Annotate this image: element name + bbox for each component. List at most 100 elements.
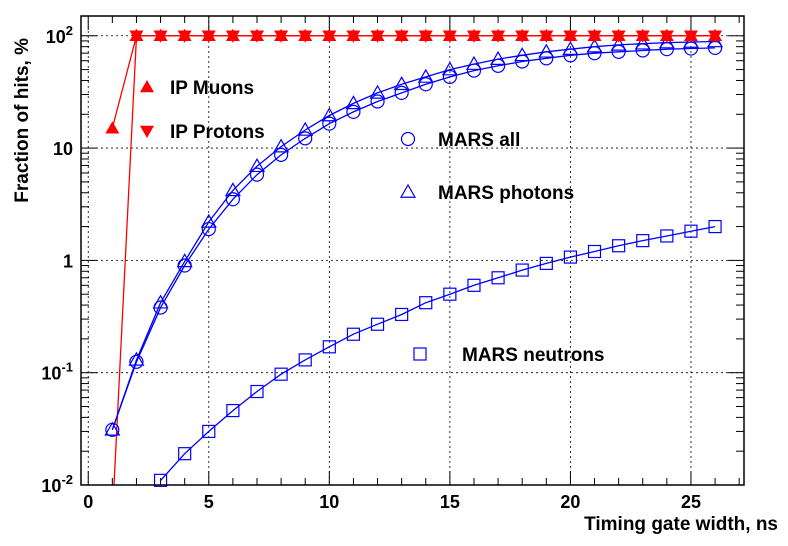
- marker-ip-protons: [346, 30, 361, 43]
- marker-mars-all: [201, 221, 216, 237]
- legend-label-mars-neutrons: MARS neutrons: [462, 345, 605, 366]
- marker-ip-protons: [129, 30, 144, 43]
- legend-label-ip-protons: IP Protons: [170, 122, 265, 143]
- marker-mars-neutrons: [202, 424, 216, 439]
- marker-mars-photons: [417, 68, 434, 83]
- legend: IP Muons IP Protons MARS all MARS photons MA…: [140, 78, 605, 366]
- marker-mars-all: [442, 69, 457, 85]
- marker-mars-photons: [128, 351, 145, 366]
- marker-mars-photons: [610, 36, 627, 51]
- marker-ip-protons: [466, 30, 481, 43]
- marker-ip-muons: [105, 121, 120, 134]
- marker-mars-neutrons: [467, 278, 481, 292]
- marker-mars-all: [539, 51, 554, 66]
- marker-mars-photons: [562, 40, 579, 56]
- plot-frame: [80, 15, 745, 486]
- marker-mars-photons: [273, 138, 290, 153]
- legend-marker-mars-all: [400, 131, 416, 147]
- marker-mars-all: [418, 77, 433, 92]
- fit-curves: [111, 35, 716, 485]
- marker-ip-protons: [539, 30, 554, 43]
- marker-ip-protons: [177, 30, 192, 43]
- x-axis-title: Timing gate width, ns: [584, 514, 778, 535]
- marker-mars-neutrons: [395, 307, 409, 322]
- marker-mars-all: [515, 54, 530, 69]
- marker-mars-all: [249, 167, 265, 182]
- marker-mars-photons: [104, 421, 121, 436]
- marker-ip-protons: [370, 30, 385, 43]
- y-tick-label: 1: [63, 251, 73, 271]
- marker-ip-protons: [515, 30, 530, 43]
- marker-mars-neutrons: [636, 234, 650, 248]
- marker-mars-all: [298, 131, 313, 146]
- marker-mars-neutrons: [419, 296, 433, 310]
- marker-mars-all: [225, 192, 240, 207]
- marker-mars-photons: [514, 47, 531, 62]
- marker-mars-all: [394, 85, 409, 100]
- legend-marker-mars-photons: [399, 183, 417, 198]
- x-tick-labels: 0 5 10 15 20 25: [83, 492, 701, 512]
- marker-mars-neutrons: [612, 239, 626, 253]
- legend-label-mars-all: MARS all: [438, 130, 520, 151]
- marker-mars-neutrons: [443, 287, 457, 301]
- marker-mars-all: [587, 46, 602, 61]
- marker-ip-protons: [418, 30, 433, 43]
- marker-mars-photons: [345, 95, 362, 110]
- marker-ip-protons: [225, 30, 240, 43]
- legend-marker-mars-neutrons: [413, 347, 427, 361]
- marker-mars-photons: [465, 55, 483, 70]
- marker-mars-photons: [393, 76, 410, 91]
- x-tick-label: 10: [319, 492, 339, 512]
- marker-mars-neutrons: [346, 327, 361, 341]
- marker-mars-all: [322, 116, 337, 131]
- marker-ip-protons: [298, 30, 313, 43]
- marker-mars-neutrons: [563, 250, 578, 264]
- marker-ip-protons: [563, 30, 578, 43]
- marker-mars-photons: [152, 294, 169, 309]
- marker-ip-protons: [322, 30, 337, 43]
- marker-mars-photons: [248, 157, 266, 173]
- marker-ip-protons: [394, 30, 409, 43]
- legend-label-mars-photons: MARS photons: [438, 183, 574, 204]
- marker-mars-neutrons: [274, 367, 288, 381]
- marker-mars-photons: [441, 61, 458, 76]
- marker-mars-neutrons: [153, 473, 168, 487]
- marker-ip-protons: [587, 30, 602, 43]
- marker-mars-neutrons: [708, 219, 722, 234]
- marker-mars-neutrons: [322, 340, 336, 354]
- marker-mars-photons: [297, 121, 314, 136]
- marker-mars-photons: [490, 50, 507, 65]
- marker-ip-protons: [201, 30, 216, 43]
- y-axis-title: Fraction of hits, %: [12, 38, 33, 203]
- x-tick-label: 15: [440, 492, 460, 512]
- legend-marker-ip-protons: [140, 125, 154, 138]
- marker-mars-photons: [538, 43, 555, 58]
- marker-mars-all: [563, 48, 578, 63]
- x-tick-label: 0: [83, 492, 93, 512]
- marker-mars-photons: [176, 253, 193, 268]
- marker-ip-protons: [611, 30, 626, 43]
- y-tick-label: 10-2: [41, 472, 73, 496]
- marker-mars-neutrons: [515, 263, 529, 277]
- marker-mars-neutrons: [660, 229, 674, 243]
- marker-mars-all: [635, 43, 650, 58]
- marker-mars-all: [370, 94, 385, 109]
- marker-mars-all: [466, 63, 482, 78]
- marker-mars-photons: [658, 34, 675, 49]
- y-tick-label: 102: [46, 23, 73, 47]
- legend-label-ip-muons: IP Muons: [170, 78, 254, 99]
- marker-mars-photons: [224, 182, 241, 197]
- marker-mars-photons: [682, 33, 699, 48]
- marker-mars-neutrons: [684, 224, 698, 238]
- marker-ip-protons: [683, 30, 698, 43]
- marker-ip-protons: [442, 30, 457, 43]
- y-tick-label: 10-1: [41, 360, 73, 384]
- marker-mars-all: [274, 147, 289, 162]
- marker-mars-neutrons: [178, 447, 192, 461]
- y-tick-labels: 10-2 10-1 1 10 102: [41, 23, 73, 496]
- x-tick-label: 20: [560, 492, 580, 512]
- marker-mars-neutrons: [298, 353, 312, 367]
- marker-mars-photons: [634, 35, 651, 50]
- curve-mars-neutrons: [160, 225, 716, 481]
